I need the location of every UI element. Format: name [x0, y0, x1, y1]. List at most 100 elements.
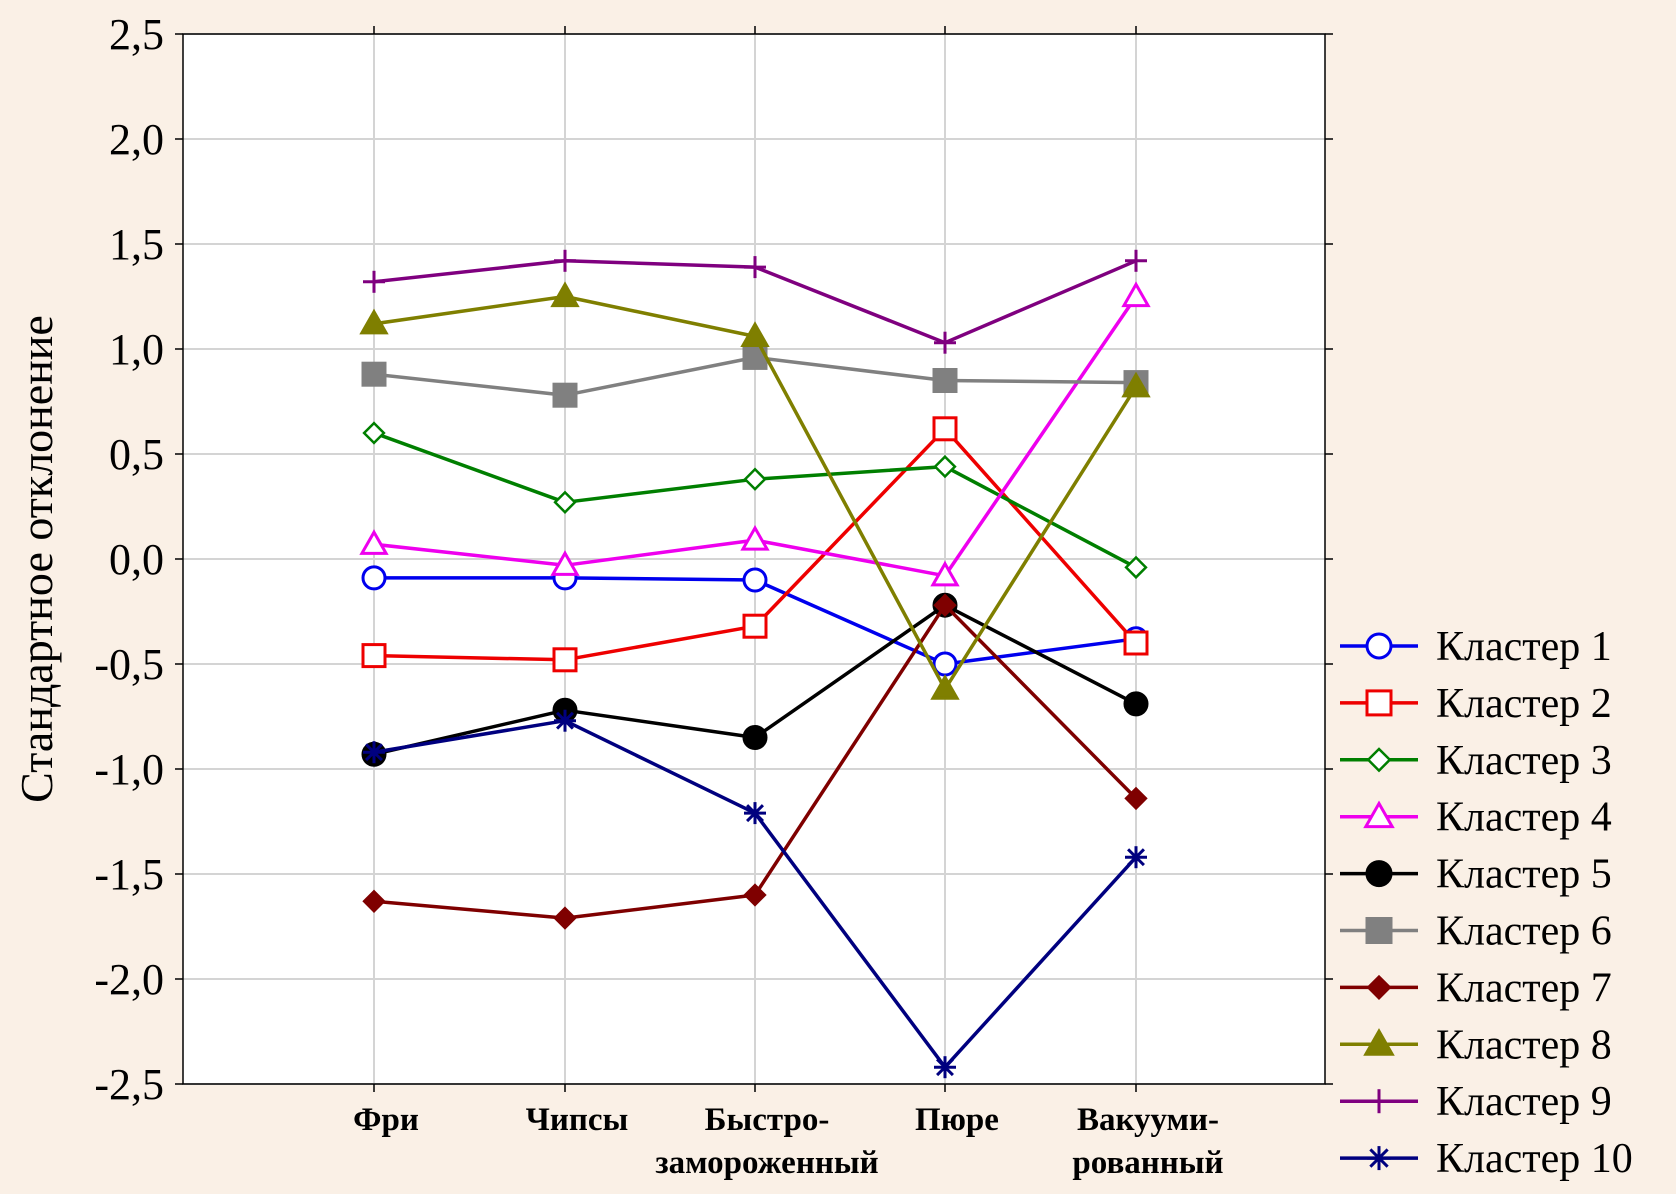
marker-diamond [933, 454, 957, 479]
y-tick-label: 0,5 [109, 430, 164, 479]
legend-item: Кластер 1 [1340, 624, 1612, 670]
x-tick-label: рованный [1072, 1145, 1223, 1181]
legend-item: Кластер 6 [1340, 909, 1612, 955]
data-point [930, 674, 960, 700]
data-point [1363, 800, 1395, 829]
data-point [1367, 1089, 1391, 1114]
series-3 [362, 421, 1148, 580]
legend-item: Кластер 9 [1340, 1079, 1612, 1125]
data-point [933, 454, 957, 479]
series-7 [362, 593, 1148, 930]
data-point [362, 421, 386, 445]
marker-triangle [1363, 800, 1395, 829]
data-point [1365, 860, 1393, 888]
data-point [552, 647, 578, 673]
legend-label: Кластер 6 [1436, 909, 1612, 955]
x-tick-label: Чипсы [526, 1102, 629, 1138]
data-point [363, 270, 385, 293]
x-tick-label: Вакууми- [1077, 1102, 1219, 1138]
y-tick-label: 1,5 [109, 220, 164, 269]
marker-square [361, 643, 387, 669]
marker-square [361, 361, 387, 387]
series-group [359, 249, 1151, 1079]
marker-circle [1365, 632, 1393, 660]
x-tick-label: Пюре [915, 1102, 999, 1138]
marker-triangle [1121, 371, 1151, 398]
legend-label: Кластер 8 [1436, 1022, 1612, 1068]
marker-diamond [743, 467, 767, 491]
marker-diamond [1366, 974, 1392, 1000]
marker-circle [1123, 691, 1149, 717]
data-point [1123, 630, 1149, 656]
legend-item: Кластер 2 [1340, 681, 1612, 727]
data-point [1365, 632, 1393, 660]
legend-label: Кластер 10 [1436, 1136, 1633, 1182]
data-point [933, 593, 957, 617]
data-point [550, 550, 580, 576]
data-point [742, 613, 768, 639]
marker-triangle [359, 308, 389, 335]
y-tick-label: 0,0 [109, 535, 164, 584]
marker-diamond [743, 883, 767, 907]
data-point [554, 249, 576, 272]
marker-diamond [362, 889, 386, 913]
data-point [934, 331, 956, 354]
marker-diamond [1124, 555, 1148, 580]
marker-triangle [740, 524, 770, 551]
data-point [1363, 1028, 1395, 1056]
data-point [553, 906, 577, 930]
data-point [1125, 249, 1147, 272]
data-point [362, 889, 386, 913]
marker-triangle [740, 321, 770, 347]
data-point [361, 643, 387, 669]
legend-item: Кластер 8 [1340, 1022, 1612, 1068]
x-tick-label: Фри [353, 1102, 419, 1138]
data-point [934, 1056, 956, 1079]
marker-triangle [359, 529, 389, 555]
series-10 [363, 709, 1147, 1079]
data-point [359, 308, 389, 335]
series-2 [361, 416, 1149, 673]
marker-circle [742, 567, 768, 593]
legend-item: Кластер 10 [1340, 1136, 1633, 1182]
y-tick-label: -1,0 [94, 745, 164, 794]
series-8 [359, 281, 1151, 700]
legend-label: Кластер 7 [1436, 965, 1612, 1011]
legend-label: Кластер 9 [1436, 1079, 1612, 1125]
data-point [740, 524, 770, 551]
data-point [1366, 747, 1392, 773]
legend-label: Кластер 4 [1436, 795, 1612, 841]
data-point [1123, 691, 1149, 717]
marker-square [932, 368, 958, 393]
x-tick-label: Быстро- [705, 1102, 830, 1138]
y-axis-label: Стандартное отклонение [11, 315, 62, 803]
legend-item: Кластер 7 [1340, 965, 1612, 1011]
data-point [359, 529, 389, 555]
data-point [1121, 371, 1151, 398]
x-tick-label: замороженный [655, 1145, 878, 1181]
legend-label: Кластер 1 [1436, 624, 1612, 670]
data-point [554, 709, 576, 732]
data-point [1366, 974, 1392, 1000]
data-point [1365, 917, 1393, 944]
y-tick-label: -2,5 [94, 1060, 164, 1109]
legend-item: Кластер 5 [1340, 852, 1612, 898]
marker-diamond [553, 490, 577, 514]
marker-diamond [362, 421, 386, 445]
legend-item: Кластер 3 [1340, 738, 1612, 784]
data-point [363, 741, 385, 764]
marker-triangle [930, 560, 960, 587]
marker-triangle [1363, 1028, 1395, 1056]
legend-item: Кластер 4 [1340, 795, 1612, 841]
marker-circle [1365, 860, 1393, 888]
y-tick-label: 2,0 [109, 115, 164, 164]
data-point [550, 281, 580, 308]
legend: Кластер 1 Кластер 2 Кластер 3 Кластер 4 Клас… [1340, 624, 1633, 1182]
series-9 [363, 249, 1147, 354]
data-point [552, 382, 578, 408]
marker-circle [361, 565, 387, 591]
y-tick-label: -2,0 [94, 955, 164, 1004]
data-point [1121, 281, 1151, 308]
